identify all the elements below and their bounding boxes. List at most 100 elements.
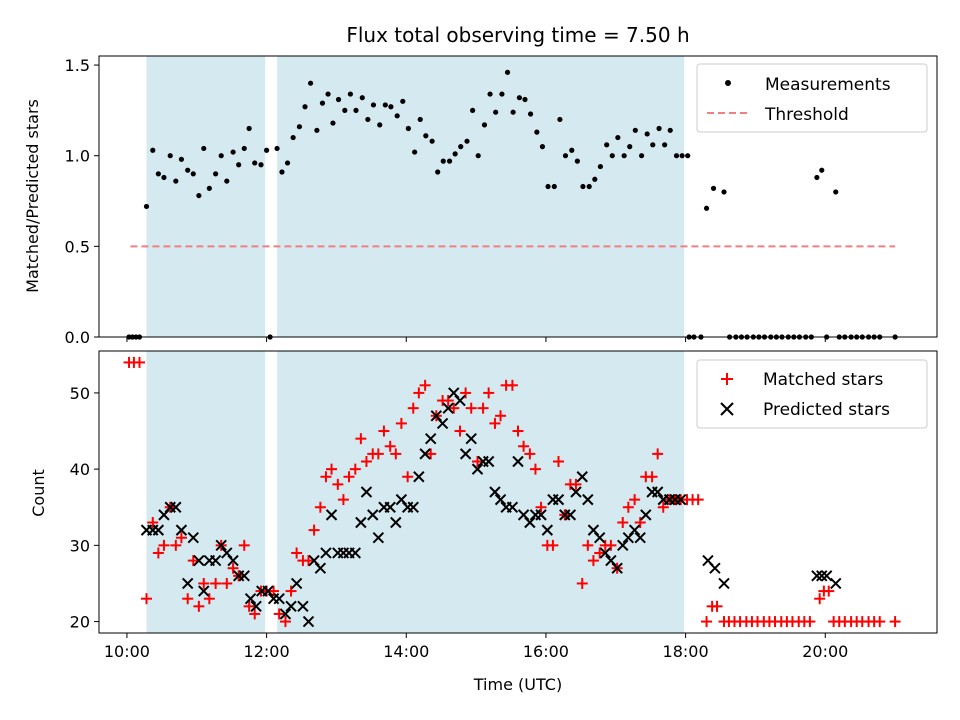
matched-point	[529, 463, 541, 475]
predicted-point	[611, 562, 623, 574]
predicted-point	[384, 501, 396, 513]
x-tick-label: 20:00	[802, 642, 848, 661]
measurement-point	[296, 124, 303, 130]
measurement-point	[510, 109, 516, 115]
measurement-point	[586, 183, 592, 190]
measurement-point	[365, 116, 371, 123]
measurement-point	[721, 189, 727, 195]
predicted-point	[170, 501, 182, 513]
predicted-point-b	[302, 615, 315, 628]
matched-point	[477, 402, 489, 414]
matched-point	[889, 616, 901, 628]
matched-point	[372, 448, 384, 460]
measurement-point	[241, 145, 247, 152]
predicted-point	[372, 532, 385, 544]
matched-point	[465, 402, 477, 414]
predicted-point-b	[465, 432, 477, 445]
measurement-point	[656, 125, 662, 132]
bottom-y-axis-label: Count	[29, 469, 48, 517]
legend-marker-predicted	[720, 402, 734, 416]
predicted-point-b	[718, 577, 730, 590]
predicted-point	[436, 417, 449, 430]
matched-point	[605, 539, 617, 551]
top-legend: Measurements Threshold	[696, 63, 928, 133]
bottom-x-axis: 10:00 12:00 14:00 16:00 18:00 20:00	[104, 633, 848, 661]
matched-point	[407, 402, 419, 414]
measurement-point	[213, 171, 219, 177]
measurement-point	[412, 149, 418, 155]
matched-point	[823, 585, 835, 597]
measurement-point	[290, 134, 296, 141]
matched-point	[524, 448, 536, 460]
predicted-point-b	[816, 570, 828, 582]
bottom-y-tick-label: 40	[70, 460, 90, 479]
measurement-point	[464, 138, 470, 144]
matched-point	[442, 395, 454, 407]
matched-point	[198, 577, 210, 589]
predicted-point	[227, 554, 239, 567]
predicted-point-b	[611, 562, 623, 574]
measurement-point	[446, 158, 453, 164]
predicted-point-b	[170, 501, 182, 513]
matched-point	[518, 440, 530, 452]
predicted-point-b	[238, 570, 250, 582]
predicted-point	[413, 471, 425, 483]
predicted-point-b	[582, 493, 594, 506]
matched-point	[576, 577, 588, 589]
measurement-point	[539, 144, 546, 150]
legend-label-measurements: Measurements	[765, 75, 891, 95]
predicted-point	[187, 532, 199, 544]
predicted-point	[215, 539, 227, 552]
predicted-point-b	[175, 524, 188, 536]
measurement-point	[201, 145, 207, 152]
measurement-point	[167, 153, 173, 159]
x-tick-label: 16:00	[523, 642, 569, 661]
predicted-point	[193, 554, 205, 567]
predicted-point	[599, 547, 611, 559]
measurement-point	[155, 171, 161, 177]
predicted-point	[709, 562, 721, 574]
shaded-interval-1	[146, 351, 266, 633]
measurement-point	[440, 158, 446, 164]
measurement-point	[353, 107, 359, 113]
matched-point	[495, 410, 507, 422]
matched-point	[711, 600, 723, 612]
measurement-point	[597, 163, 604, 170]
top-x-axis-ticks	[126, 337, 826, 342]
predicted-point-b	[349, 547, 361, 559]
predicted-point	[552, 493, 565, 506]
predicted-point	[675, 493, 687, 506]
top-y-tick-label: 0.0	[65, 328, 90, 347]
predicted-point-b	[152, 524, 165, 536]
bottom-y-tick-label: 50	[70, 384, 90, 403]
matched-point	[448, 402, 460, 414]
measurement-point	[569, 147, 575, 153]
predicted-point	[273, 592, 285, 605]
predicted-point	[465, 432, 477, 445]
matched-point	[454, 425, 466, 437]
predicted-point-b	[820, 570, 833, 582]
legend-marker-measurements	[725, 80, 731, 86]
predicted-point-b	[250, 600, 262, 613]
predicted-point-b	[702, 554, 714, 567]
predicted-point-b	[425, 432, 437, 445]
matched-point	[314, 501, 326, 513]
predicted-point-b	[570, 486, 582, 498]
predicted-point	[297, 600, 309, 613]
predicted-point-b	[360, 486, 373, 498]
bottom-y-axis: 20 30 40 50	[70, 384, 99, 632]
measurement-point	[279, 169, 285, 175]
predicted-point	[209, 554, 222, 567]
measurement-point	[504, 69, 511, 75]
measurement-point	[551, 183, 557, 190]
predicted-point-b	[244, 592, 257, 605]
matched-point	[243, 600, 255, 612]
matched-point	[587, 555, 599, 567]
x-tick-label: 10:00	[104, 642, 150, 661]
measurement-point	[246, 125, 252, 132]
predicted-point	[181, 577, 194, 590]
predicted-point-b	[471, 463, 484, 475]
matched-point	[402, 471, 414, 483]
measurement-point	[347, 91, 353, 97]
predicted-point	[582, 493, 594, 506]
